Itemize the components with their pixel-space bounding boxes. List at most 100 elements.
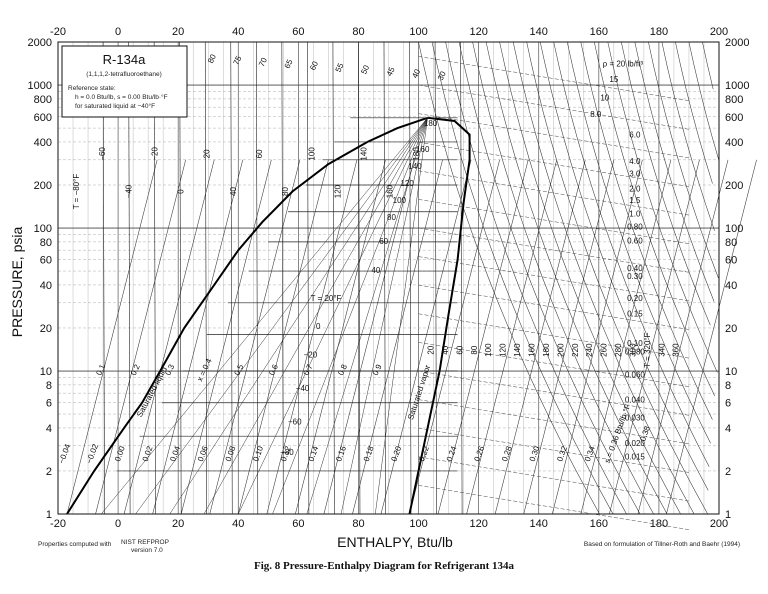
- x-tick-label-bottom: 60: [292, 518, 304, 530]
- y-tick-label-left: 600: [34, 112, 52, 124]
- quality-label: 0.1: [94, 363, 107, 377]
- entropy-label: 0.30: [528, 444, 542, 462]
- entropy-line: [95, 159, 186, 515]
- isotherm-dome-label: 60: [379, 237, 388, 246]
- isotherm-liquid-label: −40: [124, 184, 133, 198]
- isotherm-top-label: 80: [206, 52, 218, 64]
- isotherm-vapor: [648, 41, 719, 279]
- isotherm-dome-label: 100: [393, 196, 407, 205]
- isotherm-top-label: 40: [410, 67, 422, 79]
- x-tick-label-bottom: 200: [710, 518, 728, 530]
- density-label: ρ = 20 lb/ft³: [603, 59, 644, 68]
- quality-label: x = 0.4: [195, 357, 214, 383]
- isotherm-dome-label: 120: [400, 179, 414, 188]
- x-tick-label-top: 0: [115, 26, 121, 38]
- isotherm-vapor-label: 260: [600, 343, 609, 357]
- isotherm-vapor-label: 60: [455, 345, 464, 354]
- isotherm-liquid-label: T = −80°F: [72, 174, 81, 210]
- isotherm-dome-label: 80: [387, 213, 396, 222]
- isotherm-vapor-label: 160: [528, 343, 537, 357]
- isotherm-top-label: 50: [359, 63, 371, 75]
- isotherm-liquid-label: 20: [203, 149, 212, 158]
- isotherm-vapor: [675, 41, 713, 184]
- density-line: [418, 56, 690, 101]
- quality-label: 0.9: [371, 363, 384, 377]
- x-tick-label-top: 60: [292, 26, 304, 38]
- quality-line: [272, 117, 428, 515]
- entropy-label: 0.22: [417, 444, 431, 462]
- density-label: 0.40: [627, 264, 643, 273]
- footer-left-version: version 7.0: [131, 547, 163, 554]
- density-line: [418, 256, 690, 302]
- isotherm-vapor: [634, 41, 715, 302]
- density-line: [418, 227, 690, 273]
- quality-label: 0.7: [302, 363, 315, 377]
- x-tick-label-bottom: 180: [650, 518, 668, 530]
- y-tick-label-right: 60: [725, 255, 737, 267]
- x-axis-title: ENTHALPY, Btu/lb: [337, 534, 453, 550]
- isotherm-top-label: 75: [232, 54, 244, 66]
- x-tick-label-top: -20: [50, 26, 66, 38]
- isotherm-vapor-label: 340: [657, 343, 666, 357]
- y-tick-label-right: 20: [725, 323, 737, 335]
- isotherm-vapor: [512, 41, 695, 515]
- isotherm-vapor-label: 140: [513, 343, 522, 357]
- isotherm-vapor-label: 120: [499, 343, 508, 357]
- density-label: 0.30: [627, 272, 643, 281]
- x-tick-label-top: 40: [232, 26, 244, 38]
- isotherm-liquid-label: 140: [360, 147, 369, 161]
- entropy-label: 0.16: [334, 444, 348, 462]
- isotherm-vapor: [594, 41, 715, 397]
- density-line: [418, 342, 690, 387]
- y-tick-label-left: 2000: [28, 37, 52, 49]
- isotherm-dome-label: 0: [316, 322, 321, 331]
- entropy-line: [466, 159, 558, 515]
- isotherm-vapor-label: 300: [628, 343, 637, 357]
- isotherm-liquid-label: 40: [229, 187, 238, 196]
- density-line: [418, 485, 690, 530]
- y-tick-label-left: 400: [34, 137, 52, 149]
- isotherm-vapor-label: 280: [614, 343, 623, 357]
- quality-label: 0.8: [336, 363, 349, 377]
- isotherm-dome-label: −60: [288, 417, 302, 426]
- y-tick-label-left: 100: [34, 223, 52, 235]
- quality-line: [306, 117, 428, 515]
- quality-label: 0.3: [163, 363, 176, 377]
- isotherm-vapor-label: 20: [427, 345, 436, 354]
- entropy-label: 0.26: [472, 444, 486, 462]
- isotherm-vapor: [445, 41, 627, 515]
- density-line: [418, 84, 690, 130]
- quality-label: 0.5: [233, 363, 246, 377]
- y-tick-label-left: 40: [40, 280, 52, 292]
- y-tick-label-right: 10: [725, 366, 737, 378]
- isotherm-vapor: [431, 41, 614, 515]
- density-line: [418, 313, 690, 359]
- y-tick-label-right: 800: [725, 94, 743, 106]
- entropy-line: [66, 159, 158, 515]
- figure-caption: Fig. 8 Pressure-Enthalpy Diagram for Ref…: [254, 560, 514, 572]
- density-label: 0.15: [627, 310, 643, 319]
- entropy-line: [238, 159, 329, 515]
- entropy-line: [494, 159, 586, 515]
- entropy-line: [180, 159, 272, 515]
- isotherm-liquid: [307, 41, 310, 515]
- isotherm-vapor: [607, 41, 718, 373]
- entropy-label: −0.02: [85, 442, 101, 465]
- density-label: 2.0: [629, 185, 641, 194]
- isotherm-vapor-label: 180: [542, 343, 551, 357]
- isotherm-vapor: [702, 41, 714, 90]
- x-tick-label-top: 140: [530, 26, 548, 38]
- density-label: 0.030: [625, 414, 646, 423]
- x-tick-label-top: 180: [650, 26, 668, 38]
- y-tick-label-left: 1: [46, 509, 52, 521]
- density-line: [418, 141, 690, 187]
- isotherm-top-label: 55: [334, 61, 346, 73]
- y-axis-title: PRESSURE, psia: [9, 227, 25, 338]
- x-tick-label-bottom: 0: [115, 518, 121, 530]
- isotherm-dome-label: −80: [280, 448, 294, 457]
- isotherm-liquid-label: 180: [412, 147, 421, 161]
- entropy-line: [152, 159, 244, 515]
- isotherm-dome-label: T = 20°F: [311, 294, 342, 303]
- isotherm-vapor: [553, 41, 710, 467]
- x-tick-label-top: 120: [469, 26, 487, 38]
